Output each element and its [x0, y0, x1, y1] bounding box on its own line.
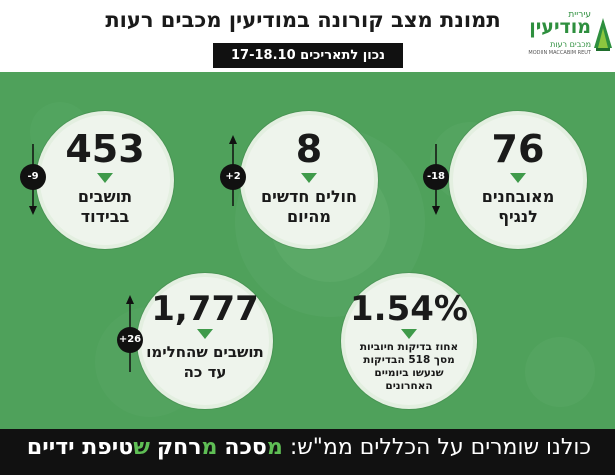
stat-value: 8: [295, 127, 323, 171]
slogan-wash-letter: ש: [133, 435, 150, 460]
logo-line-4: MODIIN MACCABIM REUT: [528, 50, 591, 56]
header: תמונת מצב קורונה במודיעין מכבים רעות נכו…: [0, 0, 615, 72]
logo-line-1: עיריית: [568, 10, 591, 20]
slogan-wash-word: טיפת ידיים: [26, 435, 134, 460]
logo-line-2: מודיעין: [529, 16, 591, 38]
slogan-mask-word: סכה: [224, 435, 267, 460]
stat-card-isolation: 453 תושבים בבידוד: [40, 115, 170, 245]
date-badge: נכון לתאריכים 17-18.10: [213, 43, 403, 68]
stat-value: 1,777: [151, 289, 259, 329]
stat-card-diagnosed: 76 מאובחנים לנגיף: [453, 115, 583, 245]
slogan-distance-word: רחק: [156, 435, 202, 460]
city-logo: עיריית מודיעין מכבים רעות MODIIN MACCABI…: [521, 10, 613, 56]
stat-value: 1.54%: [350, 289, 468, 329]
stat-label: מהיום: [287, 207, 331, 226]
stat-value: 76: [491, 127, 545, 171]
stat-label: שנעשו ביומיים: [374, 367, 444, 379]
footer-banner: כולנו שומרים על הכללים ממ"ש: מסכה מרחק ש…: [0, 429, 615, 475]
stat-card-new-cases: 8 חולים חדשים מהיום: [244, 115, 374, 245]
logo-line-3: מכבים רעות: [550, 40, 591, 49]
stat-label: אחוז בדיקות חיוביות: [359, 341, 459, 353]
down-triangle-icon: [510, 173, 526, 183]
down-triangle-icon: [401, 329, 417, 339]
delta-badge: +2: [220, 164, 246, 190]
down-triangle-icon: [97, 173, 113, 183]
slogan-mask-letter: מ: [266, 435, 283, 460]
stat-card-positive-rate: 1.54% אחוז בדיקות חיוביות מסך 518 הבדיקו…: [345, 277, 473, 405]
stat-card-recovered: 1,777 תושבים שהחלימו עד כה: [141, 277, 269, 405]
stat-label: בבידוד: [80, 207, 130, 226]
stats-panel: 76 מאובחנים לנגיף -18 8 חולים חדשים מהיו…: [0, 72, 615, 429]
stat-value: 453: [65, 127, 145, 171]
stat-label: מאובחנים: [481, 187, 555, 206]
delta-badge: -9: [20, 164, 46, 190]
stat-label: מסך 518 הבדיקות: [363, 354, 455, 366]
slogan: כולנו שומרים על הכללים ממ"ש: מסכה מרחק ש…: [27, 435, 591, 460]
down-triangle-icon: [197, 329, 213, 339]
delta-badge: +26: [117, 327, 143, 353]
delta-badge: -18: [423, 164, 449, 190]
slogan-prefix: כולנו שומרים על הכללים ממ"ש:: [289, 435, 591, 460]
stat-label: חולים חדשים: [261, 187, 357, 206]
down-triangle-icon: [301, 173, 317, 183]
slogan-distance-letter: מ: [201, 435, 218, 460]
stat-label: לנגיף: [498, 207, 538, 226]
stat-label: עד כה: [183, 363, 227, 381]
page-title: תמונת מצב קורונה במודיעין מכבים רעות: [105, 8, 501, 32]
logo-emblem-icon: [594, 18, 612, 51]
stat-label: האחרונים: [385, 380, 433, 392]
stat-label: תושבים: [77, 187, 133, 206]
stat-label: תושבים שהחלימו: [146, 343, 264, 361]
